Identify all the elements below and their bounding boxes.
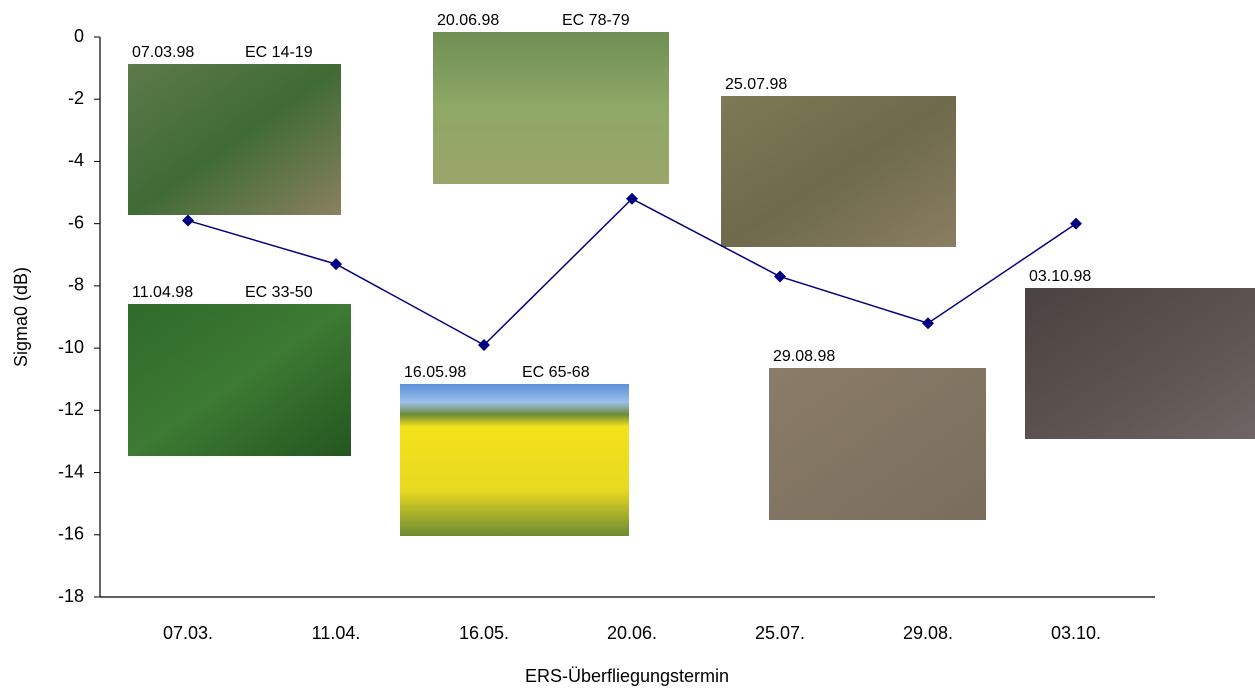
photo-date: 20.06.98 [437,12,499,29]
photo-date: 03.10.98 [1029,268,1091,285]
photo-date: 29.08.98 [773,348,835,365]
y-tick-label: -16 [58,524,84,544]
y-tick-label: -14 [58,461,84,481]
data-point [922,317,934,329]
field-photo [1025,288,1255,439]
x-tick-label: 07.03. [163,623,213,643]
y-tick-label: -12 [58,399,84,419]
x-tick-label: 11.04. [312,623,361,643]
field-photo [721,96,956,247]
photo-date: 25.07.98 [725,76,787,93]
y-tick-label: -10 [58,337,84,357]
x-tick-label: 03.10. [1051,623,1101,643]
y-tick-label: -2 [68,88,84,108]
x-axis-title: ERS-Überfliegungstermin [525,666,729,686]
data-point [774,271,786,283]
x-tick-label: 29.08. [903,623,953,643]
x-tick-label: 20.06. [607,623,657,643]
field-photo [400,384,629,536]
photo-date: 16.05.98 [404,364,466,381]
y-tick-label: -18 [58,586,84,606]
y-tick-label: -8 [68,275,84,295]
field-photo [769,368,986,520]
y-axis-title: Sigma0 (dB) [11,267,31,367]
data-point [330,258,342,270]
y-tick-label: -4 [68,150,84,170]
photo-stage: EC 33-50 [245,284,313,301]
field-photo [433,32,669,184]
data-point [1070,218,1082,230]
field-photo [128,304,351,456]
x-tick-label: 25.07. [755,623,805,643]
data-point [182,215,194,227]
chart: Sigma0 (dB) ERS-Überfliegungstermin -18 -… [0,0,1255,694]
photo-stage: EC 14-19 [245,44,313,61]
field-photo [128,64,341,215]
y-tick-label: -6 [68,212,84,232]
photo-date: 11.04.98 [132,284,193,301]
y-tick-label: 0 [74,26,84,46]
photo-date: 07.03.98 [132,44,194,61]
photo-stage: EC 65-68 [522,364,590,381]
x-tick-label: 16.05. [459,623,509,643]
photo-stage: EC 78-79 [562,12,630,29]
